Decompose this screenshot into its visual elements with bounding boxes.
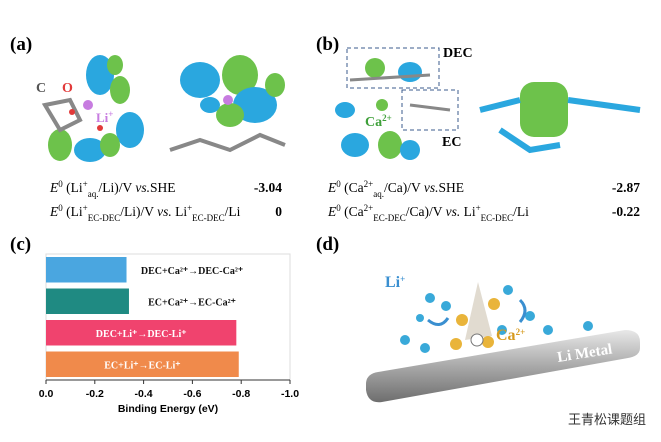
atom-label: C — [36, 81, 46, 96]
bar — [46, 257, 127, 283]
bar-label: DEC+Li⁺→DEC-Li⁺ — [96, 329, 187, 340]
atom-label: Li+ — [96, 109, 113, 125]
x-tick-label: -0.2 — [86, 388, 104, 400]
x-tick-label: -0.4 — [135, 388, 153, 400]
potential-value: -0.22 — [612, 204, 640, 219]
bar-label: EC+Ca²⁺→EC-Ca²⁺ — [148, 297, 236, 308]
x-tick-label: 0.0 — [39, 388, 54, 400]
ion-label: Ca2+ — [365, 113, 392, 130]
equation: E0 (Ca2+aq./Ca)/V vs.SHE — [327, 179, 464, 199]
schematic — [366, 282, 640, 403]
equation: E0 (Li+EC-DEC/Li)/V vs. Li+EC-DEC/Li — [49, 203, 241, 223]
watermark: 王青松课题组 — [568, 413, 646, 428]
ion-label: Li+ — [385, 274, 405, 291]
bar-chart: 0.0 -0.2 -0.4 -0.6 -0.8 -1.0 Binding Energy (e… — [39, 253, 299, 415]
equation: E0 (Li+aq./Li)/V vs.SHE — [49, 179, 175, 199]
bar — [46, 351, 239, 377]
bar-label: EC+Li⁺→EC-Li⁺ — [104, 360, 180, 371]
molecule-orbitals — [335, 47, 641, 160]
potential-value: 0 — [275, 204, 282, 219]
x-axis-label: Binding Energy (eV) — [118, 403, 218, 415]
ion-label: Ca2+ — [496, 327, 525, 344]
molecule-label: DEC — [443, 46, 473, 61]
equation: E0 (Ca2+EC-DEC/Ca)/V vs. Li+EC-DEC/Li — [327, 203, 529, 223]
molecule-label: EC — [442, 135, 461, 150]
x-tick-label: -0.8 — [232, 388, 250, 400]
x-tick-label: -1.0 — [281, 388, 299, 400]
panel-label: (c) — [10, 234, 31, 255]
panel-label: (a) — [10, 34, 32, 55]
potential-value: -3.04 — [254, 180, 282, 195]
atom-label: O — [62, 81, 73, 96]
panel-label: (b) — [316, 34, 339, 55]
molecule-orbitals — [41, 55, 286, 162]
bar — [46, 320, 237, 346]
panel-label: (d) — [316, 234, 339, 255]
bar — [46, 288, 129, 314]
bar-label: DEC+Ca²⁺→DEC-Ca²⁺ — [141, 266, 243, 277]
potential-value: -2.87 — [612, 180, 640, 195]
x-tick-label: -0.6 — [183, 388, 201, 400]
